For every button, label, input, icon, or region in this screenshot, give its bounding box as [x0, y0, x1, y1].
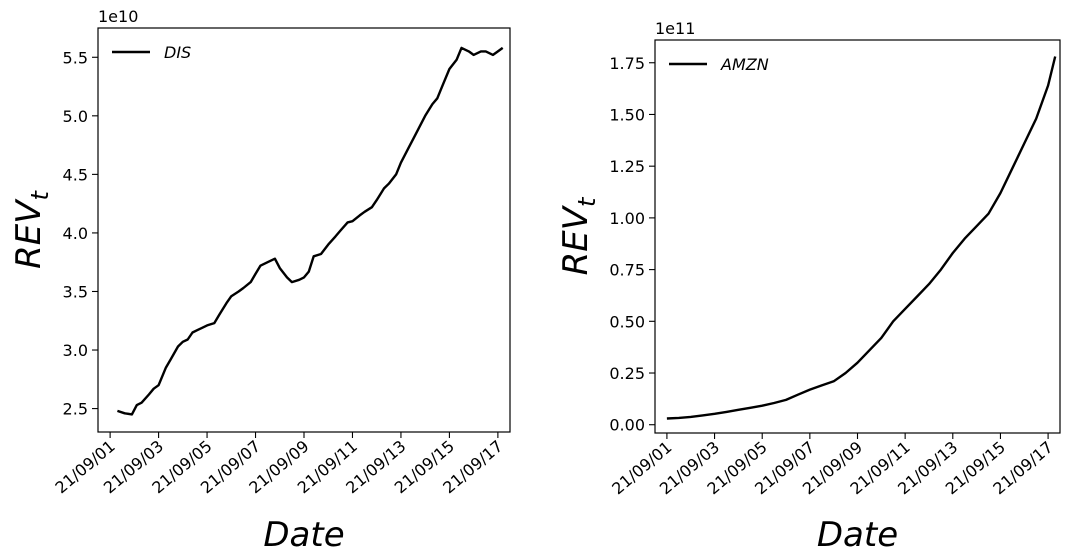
amzn-offset-text: 1e11: [655, 19, 695, 38]
amzn-y-axis-title: REVt: [556, 196, 601, 275]
dis-offset-text: 1e10: [98, 7, 138, 26]
dis-y-tick-label: 3.5: [63, 282, 88, 301]
amzn-y-tick-label: 1.75: [609, 54, 645, 73]
dis-y-tick-label: 4.0: [63, 224, 88, 243]
dis-y-axis-title: REVt: [9, 190, 54, 269]
dis-legend-label: DIS: [164, 43, 191, 62]
amzn-legend-label: AMZN: [720, 55, 769, 74]
amzn-x-axis-title: Date: [817, 515, 898, 550]
amzn-y-tick-label: 1.25: [609, 157, 645, 176]
amzn-axes-frame: [654, 39, 1061, 434]
amzn-y-tick-label: 0.25: [609, 364, 645, 383]
amzn-y-tick-label: 0.50: [609, 312, 645, 331]
dis-series-line: [117, 46, 504, 416]
dis-y-axis-title-main: REV: [9, 198, 49, 269]
dis-axes-frame: [97, 27, 511, 433]
amzn-y-axis-title-subscript: t: [573, 196, 601, 207]
amzn-series-line: [666, 56, 1057, 420]
dis-y-tick-label: 4.5: [63, 165, 88, 184]
dis-y-tick-label: 2.5: [63, 400, 88, 419]
amzn-y-tick-label: 1.00: [609, 209, 645, 228]
amzn-y-axis-title-main: REV: [556, 204, 596, 275]
amzn-y-tick-label: 1.50: [609, 105, 645, 124]
dis-chart-panel: 2.53.03.54.04.55.05.521/09/0121/09/0321/…: [9, 7, 511, 555]
amzn-y-tick-label: 0.75: [609, 261, 645, 280]
dis-y-tick-label: 5.0: [63, 107, 88, 126]
dis-y-tick-label: 3.0: [63, 341, 88, 360]
dis-y-axis-title-subscript: t: [26, 190, 54, 201]
dis-y-tick-label: 5.5: [63, 48, 88, 67]
amzn-chart-panel: 0.000.250.500.751.001.251.501.7521/09/01…: [556, 19, 1061, 555]
amzn-y-tick-label: 0.00: [609, 416, 645, 435]
dis-x-axis-title: Date: [263, 515, 344, 550]
